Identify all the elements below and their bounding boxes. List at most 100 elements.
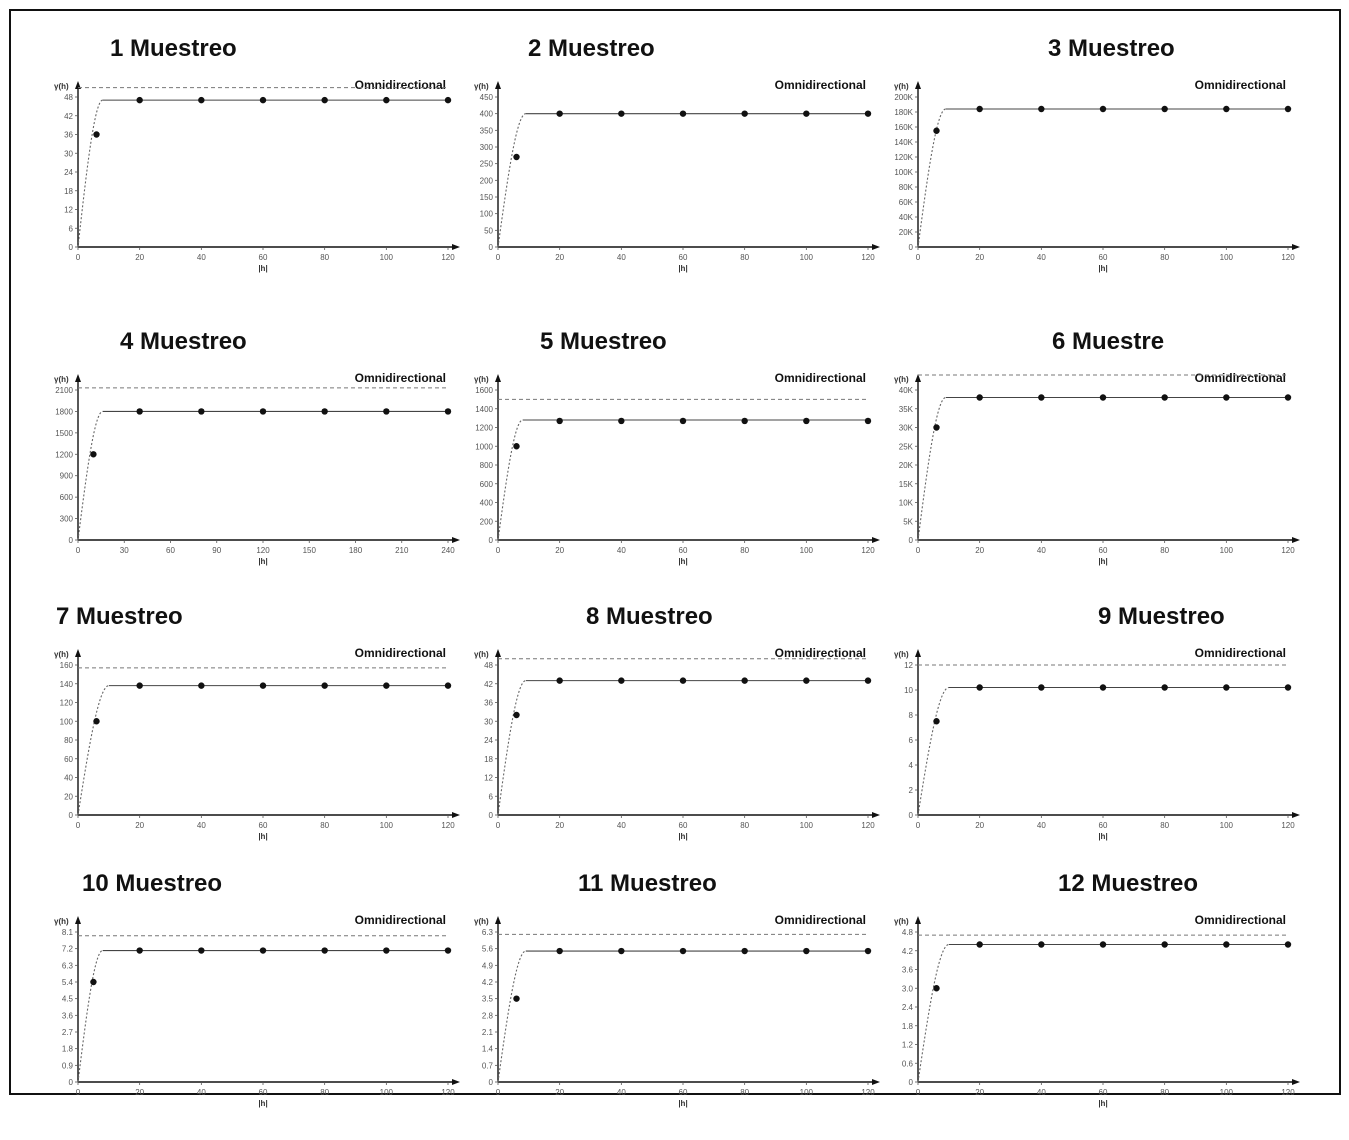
x-tick-label: 60 [679,1088,688,1097]
x-axis-label: |h| [1098,832,1107,841]
x-tick-label: 120 [441,821,455,830]
x-tick-label: 40 [197,821,206,830]
model-curve-rising [77,685,109,816]
data-point [556,417,563,425]
x-axis-label: |h| [678,832,687,841]
data-point [1223,684,1230,691]
data-point [1223,105,1230,113]
x-tick-label: 150 [303,546,317,555]
variogram-chart: Omnidirectional γ(h) |h| 0 20 40 60 80 100 120 0 6 1… [474,646,880,841]
data-point [1038,394,1045,401]
data-point [864,417,872,425]
y-tick-label: 140 [60,680,74,689]
y-axis-arrow [495,916,501,924]
data-point [679,947,687,955]
data-point [1284,941,1292,948]
x-axis-label: |h| [1098,264,1107,273]
x-tick-label: 100 [1220,1088,1234,1097]
data-point [618,947,625,955]
y-tick-label: 1600 [475,386,493,395]
variogram-panel: 4 Muestreo Omnidirectional γ(h) |h| 0 30 60 90 1… [40,328,480,598]
data-point [741,947,748,955]
data-point [513,443,520,450]
y-axis-label: γ(h) [54,82,69,91]
y-tick-label: 0.7 [482,1061,494,1070]
variogram-panel: 11 Muestreo Omnidirectional γ(h) |h| 0 20 40 60… [460,870,900,1140]
y-tick-label: 5.4 [62,978,74,987]
y-tick-label: 250 [480,160,494,169]
variogram-panel: 8 Muestreo Omnidirectional γ(h) |h| 0 20 40 60 8… [460,603,900,873]
x-tick-label: 80 [1160,1088,1169,1097]
y-tick-label: 20K [899,228,914,237]
x-tick-label: 80 [320,253,329,262]
y-tick-label: 0 [69,811,74,820]
data-point [444,947,452,954]
y-tick-label: 160 [60,661,74,670]
x-tick-label: 0 [496,1088,501,1097]
y-tick-label: 6 [909,736,914,745]
x-tick-label: 0 [496,546,501,555]
x-tick-label: 100 [1220,821,1234,830]
data-point [444,408,452,415]
data-point [679,677,687,684]
data-point [321,682,328,689]
y-axis-label: γ(h) [474,375,489,384]
x-tick-label: 100 [800,253,814,262]
panel-title: 2 Muestreo [528,35,655,62]
x-axis-label: |h| [258,832,267,841]
data-point [803,110,810,117]
y-axis-label: γ(h) [54,650,69,659]
x-tick-label: 80 [740,253,749,262]
y-tick-label: 0 [489,243,494,252]
y-tick-label: 20K [899,461,914,470]
data-point [93,131,100,138]
x-tick-label: 40 [617,253,626,262]
data-point [321,96,328,104]
figure-frame [9,9,1341,1095]
x-tick-label: 0 [916,253,921,262]
x-axis-arrow [872,244,880,250]
x-tick-label: 120 [256,546,270,555]
x-tick-label: 0 [76,821,81,830]
data-point [383,96,390,104]
x-tick-label: 80 [1160,253,1169,262]
x-tick-label: 100 [800,546,814,555]
y-tick-label: 0 [489,1078,494,1087]
y-axis-label: γ(h) [54,375,69,384]
model-curve-rising [497,680,526,816]
y-tick-label: 20 [64,792,73,801]
data-point [1161,394,1168,401]
data-point [444,682,452,689]
y-tick-label: 1.2 [902,1041,914,1050]
y-tick-label: 1.4 [482,1045,494,1054]
y-tick-label: 42 [64,112,73,121]
x-tick-label: 30 [120,546,129,555]
data-point [513,711,520,719]
data-point [618,110,625,117]
y-tick-label: 0 [489,811,494,820]
y-tick-label: 36 [484,699,493,708]
x-axis-label: |h| [258,264,267,273]
data-point [136,682,143,689]
data-point [803,417,810,425]
data-point [136,408,143,415]
panel-title: 11 Muestreo [578,870,717,897]
x-tick-label: 180 [349,546,363,555]
variogram-panel: 12 Muestreo Omnidirectional γ(h) |h| 0 20 40 60… [880,870,1320,1140]
x-tick-label: 20 [555,1088,564,1097]
x-axis-label: |h| [258,1099,267,1108]
x-tick-label: 20 [135,821,144,830]
y-tick-label: 100 [60,717,74,726]
x-tick-label: 20 [135,253,144,262]
x-tick-label: 210 [395,546,409,555]
y-tick-label: 200 [480,517,494,526]
y-axis-label: γ(h) [54,917,69,926]
x-tick-label: 40 [617,546,626,555]
variogram-chart: Omnidirectional γ(h) |h| 0 20 40 60 80 100 120 0 0.… [54,913,460,1108]
x-tick-label: 0 [916,546,921,555]
y-tick-label: 4 [909,761,914,770]
variogram-chart: Omnidirectional γ(h) |h| 0 20 40 60 80 100 120 0 20… [54,646,460,841]
data-point [1099,941,1107,948]
x-axis-arrow [1292,1079,1300,1085]
y-axis-arrow [75,374,81,382]
